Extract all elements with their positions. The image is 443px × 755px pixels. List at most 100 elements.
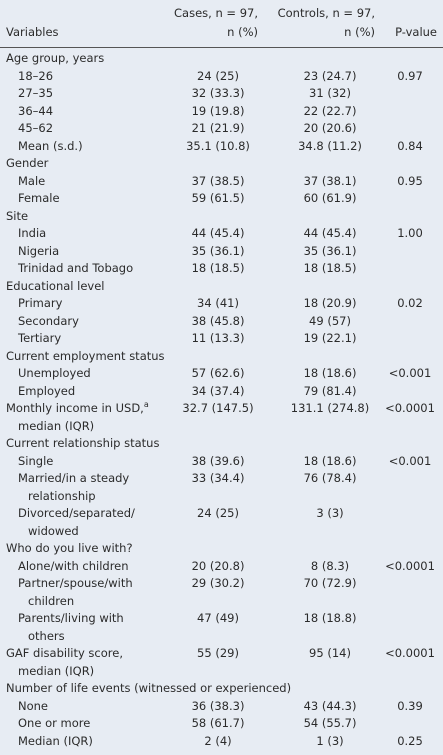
row-label: Unemployed: [18, 366, 91, 380]
row-label: None: [18, 698, 49, 713]
controls-cell: 44 (45.4): [303, 226, 357, 240]
row-label: relationship: [28, 488, 96, 503]
controls-cell: 23 (24.7): [303, 68, 357, 83]
section-title: Number of life events (witnessed or expe…: [6, 681, 292, 695]
p-value-cell: <0.0001: [385, 401, 435, 415]
row-label: Divorced/separated/: [18, 506, 135, 520]
cases-cell: 38 (45.8): [191, 313, 245, 328]
row-label: others: [28, 628, 65, 643]
p-value-cell: 0.25: [397, 733, 423, 748]
controls-cell: 37 (38.1): [303, 173, 357, 188]
controls-cell: 20 (20.6): [303, 121, 357, 135]
row-label: 36–44: [18, 103, 54, 118]
row-label: Median (IQR): [18, 733, 93, 748]
cases-cell: 55 (29): [197, 646, 239, 660]
cases-cell: 2 (4): [204, 733, 232, 748]
controls-cell: 19 (22.1): [303, 331, 357, 345]
controls-cell: 49 (57): [309, 313, 351, 328]
header-cell: Cases, n = 97,: [174, 6, 258, 20]
controls-cell: 18 (18.5): [303, 261, 357, 275]
controls-cell: 18 (18.6): [303, 366, 357, 380]
cases-cell: 18 (18.5): [191, 261, 245, 275]
row-label: 45–62: [18, 121, 54, 135]
controls-cell: 22 (22.7): [303, 103, 357, 118]
cases-cell: 44 (45.4): [191, 226, 245, 240]
cases-cell: 36 (38.3): [191, 698, 245, 713]
p-value-cell: <0.0001: [385, 558, 435, 573]
row-label: Partner/spouse/with: [18, 576, 133, 590]
p-value-cell: 0.97: [397, 68, 423, 83]
cases-cell: 33 (34.4): [191, 471, 245, 485]
controls-cell: 60 (61.9): [303, 191, 357, 205]
section-title: Educational level: [6, 278, 105, 293]
row-label: Alone/with children: [18, 558, 129, 573]
row-label: Female: [18, 191, 60, 205]
cases-cell: 24 (25): [197, 68, 239, 83]
row-label: Employed: [18, 383, 76, 398]
controls-cell: 95 (14): [309, 646, 351, 660]
p-value-cell: <0.001: [388, 453, 432, 468]
footnote-mark: a: [143, 400, 149, 410]
row-label: children: [28, 593, 75, 608]
cases-cell: 11 (13.3): [191, 331, 245, 345]
cases-cell: 21 (21.9): [191, 121, 245, 135]
p-value-cell: <0.001: [388, 366, 432, 380]
row-label: Married/in a steady: [18, 471, 130, 485]
cases-cell: 20 (20.8): [191, 558, 245, 573]
header-cell: Controls, n = 97,: [277, 6, 375, 20]
cases-cell: 32.7 (147.5): [182, 401, 254, 415]
header-cell: Variables: [6, 25, 59, 39]
row-label: Secondary: [18, 313, 79, 328]
controls-cell: 18 (18.8): [303, 611, 357, 625]
controls-cell: 70 (72.9): [303, 576, 357, 590]
section-title: Age group, years: [6, 51, 105, 65]
controls-cell: 18 (20.9): [303, 296, 357, 310]
controls-cell: 43 (44.3): [303, 698, 357, 713]
cases-cell: 59 (61.5): [191, 191, 245, 205]
controls-cell: 18 (18.6): [303, 453, 357, 468]
section-title: Who do you live with?: [6, 541, 133, 555]
section-title: median (IQR): [18, 418, 95, 433]
row-label: widowed: [28, 523, 79, 538]
section-title: median (IQR): [18, 663, 95, 678]
row-label: Parents/living with: [18, 611, 124, 625]
p-value-cell: 0.02: [397, 296, 423, 310]
cases-cell: 35.1 (10.8): [186, 138, 250, 153]
section-title: GAF disability score,: [6, 646, 123, 660]
cases-cell: 32 (33.3): [191, 86, 245, 100]
controls-cell: 8 (8.3): [310, 558, 350, 573]
cases-cell: 58 (61.7): [191, 716, 245, 730]
cases-cell: 24 (25): [197, 506, 239, 520]
section-title: Site: [6, 208, 29, 223]
header-cell: n (%): [227, 25, 258, 39]
cases-cell: 29 (30.2): [191, 576, 245, 590]
cases-cell: 38 (39.6): [191, 453, 245, 468]
header-cell: n (%): [344, 25, 375, 39]
section-title: Current relationship status: [6, 436, 160, 450]
section-title: Monthly income in USD,a: [6, 400, 149, 415]
controls-cell: 31 (32): [309, 86, 351, 100]
row-label: Tertiary: [18, 331, 62, 345]
controls-cell: 34.8 (11.2): [298, 138, 362, 153]
row-label: Nigeria: [18, 243, 60, 258]
section-title: Gender: [6, 156, 49, 170]
p-value-cell: 1.00: [397, 226, 423, 240]
cases-cell: 37 (38.5): [191, 173, 245, 188]
controls-cell: 54 (55.7): [303, 716, 357, 730]
row-label: Mean (s.d.): [18, 138, 83, 153]
p-value-cell: 0.84: [397, 138, 423, 153]
controls-cell: 3 (3): [316, 506, 344, 520]
row-label: Trinidad and Tobago: [18, 261, 134, 275]
controls-cell: 1 (3): [316, 733, 344, 748]
p-value-cell: <0.0001: [385, 646, 435, 660]
header-rule: [0, 47, 443, 48]
row-label: 27–35: [18, 86, 54, 100]
controls-cell: 76 (78.4): [303, 471, 357, 485]
row-label: Single: [18, 453, 54, 468]
p-value-cell: 0.39: [397, 698, 423, 713]
cases-cell: 57 (62.6): [191, 366, 245, 380]
row-label: One or more: [18, 716, 91, 730]
cases-cell: 35 (36.1): [191, 243, 245, 258]
row-label: India: [18, 226, 47, 240]
